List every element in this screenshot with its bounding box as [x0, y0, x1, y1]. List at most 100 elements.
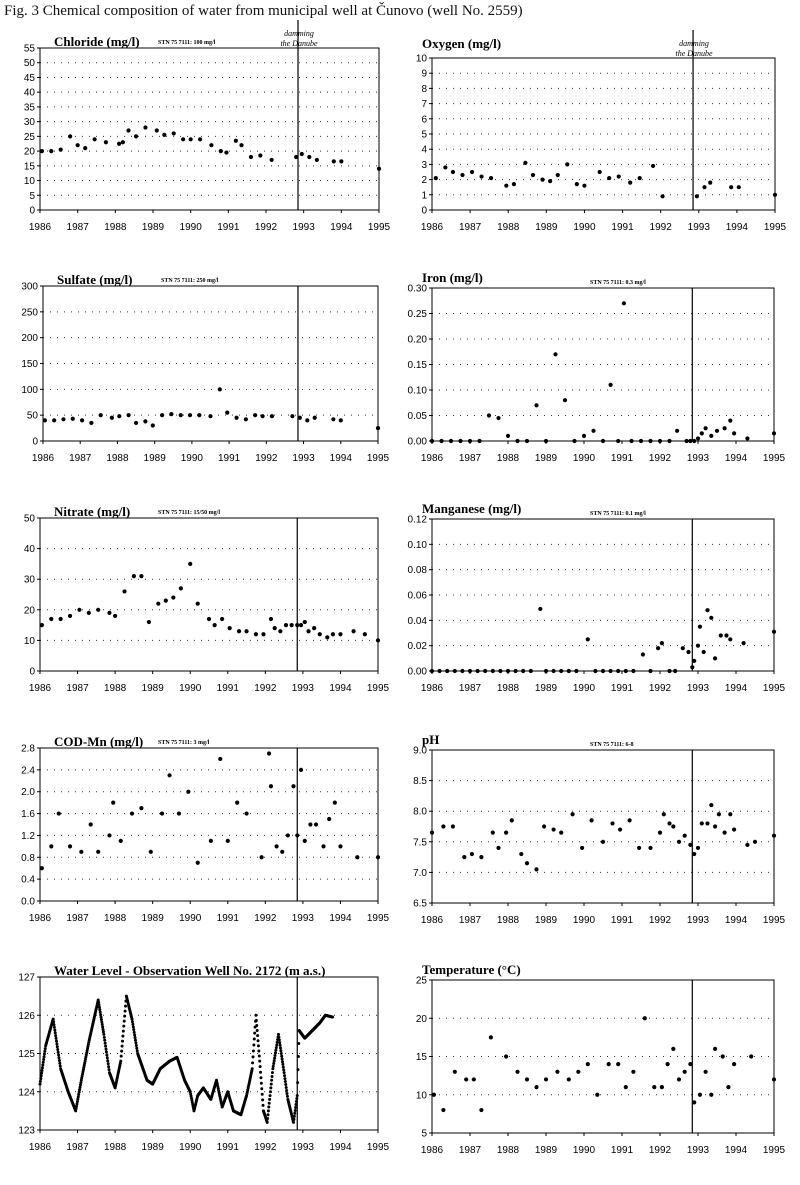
data-point [331, 159, 336, 164]
data-point [266, 1117, 270, 1121]
data-point [515, 1069, 520, 1074]
data-point [56, 811, 61, 816]
x-tick-label: 1987 [459, 683, 482, 694]
data-point [697, 1092, 703, 1097]
data-point [429, 830, 435, 835]
data-point [570, 812, 575, 817]
data-point [55, 1045, 59, 1049]
y-tick-label: 10 [24, 636, 36, 647]
data-point [101, 1025, 105, 1029]
y-tick-label: 20 [24, 605, 36, 616]
data-point [107, 833, 112, 838]
data-point [452, 668, 457, 674]
data-point [524, 438, 530, 444]
data-point [745, 436, 750, 441]
data-point [732, 1062, 737, 1067]
data-point [269, 1086, 273, 1090]
data-point [505, 433, 511, 438]
data-point [120, 140, 125, 145]
data-point [505, 668, 511, 674]
data-point [79, 1081, 83, 1085]
data-point [181, 137, 186, 142]
data-point [39, 1077, 43, 1081]
data-point [57, 1056, 61, 1060]
data-point [642, 1016, 647, 1021]
data-point [486, 413, 492, 418]
data-point [274, 1046, 278, 1050]
data-point [269, 414, 275, 419]
data-point [701, 649, 706, 655]
data-point [667, 668, 672, 674]
data-point [75, 1104, 79, 1108]
data-point [236, 629, 242, 634]
y-tick-label: 150 [21, 359, 38, 370]
damming-annotation: the Danube [676, 49, 714, 58]
data-point [131, 1025, 135, 1029]
data-point [261, 1103, 265, 1107]
data-point [513, 668, 518, 674]
data-point [498, 668, 503, 674]
data-point [338, 418, 343, 423]
x-tick-label: 1987 [67, 222, 90, 233]
data-point [695, 643, 701, 648]
data-point [713, 656, 718, 661]
data-point [260, 414, 265, 419]
data-point [122, 1024, 126, 1028]
x-tick-label: 1993 [292, 913, 315, 924]
data-point [330, 632, 336, 637]
data-point [686, 649, 691, 655]
data-point [771, 629, 777, 634]
data-point [282, 1068, 286, 1072]
data-point [261, 632, 266, 637]
y-tick-label: 2 [421, 175, 427, 186]
x-tick-label: 1992 [649, 915, 672, 926]
data-point [100, 1020, 104, 1024]
data-point [610, 821, 615, 826]
data-point [648, 438, 653, 444]
data-point [441, 1107, 446, 1113]
x-tick-label: 1991 [611, 1145, 634, 1156]
data-point [132, 1028, 136, 1032]
data-point [562, 398, 568, 403]
y-tick-label: 8.5 [413, 776, 427, 787]
data-point [659, 1085, 665, 1090]
data-point [431, 1092, 436, 1097]
x-tick-label: 1995 [763, 915, 786, 926]
data-point [339, 159, 344, 164]
data-point [167, 773, 172, 778]
data-point [722, 830, 727, 835]
x-tick-label: 1989 [144, 453, 167, 464]
data-point [771, 431, 777, 436]
data-point [126, 128, 131, 133]
y-tick-label: 0 [29, 667, 35, 678]
x-tick-label: 1988 [497, 915, 520, 926]
standard-limit: STN 75 7111: 0.1 mg/l [590, 511, 646, 517]
y-tick-label: 1.2 [21, 831, 35, 842]
data-point [538, 606, 543, 612]
data-point [43, 1047, 47, 1051]
y-tick-label: 0 [421, 206, 427, 217]
data-point [89, 420, 94, 426]
data-point [186, 789, 191, 794]
data-point [106, 1062, 110, 1066]
y-tick-label: 6 [421, 114, 427, 125]
data-point [195, 860, 200, 865]
data-point [676, 839, 682, 844]
y-tick-label: 15 [416, 1052, 428, 1063]
data-point [255, 1023, 259, 1027]
data-point [41, 1060, 45, 1064]
data-point [271, 1064, 275, 1068]
data-point [267, 1101, 271, 1105]
data-point [280, 849, 285, 854]
data-point [580, 845, 585, 851]
x-tick-label: 1986 [421, 1145, 444, 1156]
x-tick-label: 1986 [421, 683, 444, 694]
data-point [212, 623, 217, 628]
data-point [70, 416, 75, 421]
data-point [362, 632, 367, 637]
data-point [631, 668, 636, 674]
data-point [206, 616, 212, 622]
data-point [600, 668, 606, 674]
data-point [143, 125, 148, 130]
